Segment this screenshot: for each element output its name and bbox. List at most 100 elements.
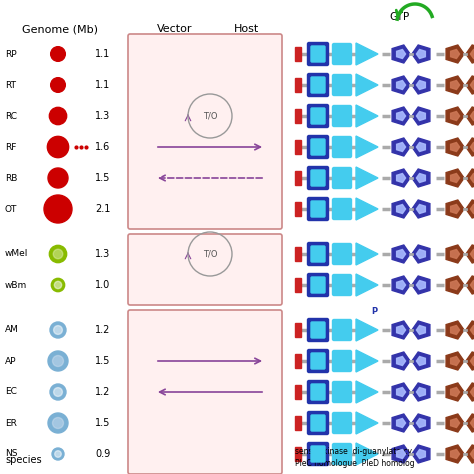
Polygon shape bbox=[446, 352, 464, 370]
FancyBboxPatch shape bbox=[308, 273, 328, 297]
Text: GTP: GTP bbox=[390, 12, 410, 22]
Bar bbox=[295, 247, 301, 261]
Polygon shape bbox=[451, 449, 460, 458]
Text: 1.1: 1.1 bbox=[95, 80, 110, 90]
FancyBboxPatch shape bbox=[332, 106, 352, 127]
FancyBboxPatch shape bbox=[311, 446, 325, 462]
Text: 1.2: 1.2 bbox=[95, 325, 111, 335]
Polygon shape bbox=[416, 356, 425, 365]
FancyBboxPatch shape bbox=[308, 198, 328, 220]
Circle shape bbox=[44, 195, 72, 223]
Polygon shape bbox=[416, 449, 425, 458]
FancyBboxPatch shape bbox=[311, 246, 325, 262]
Text: sensor kinase  di-guanylate cy: sensor kinase di-guanylate cy bbox=[295, 447, 412, 456]
Polygon shape bbox=[470, 449, 474, 458]
FancyBboxPatch shape bbox=[311, 322, 325, 338]
Polygon shape bbox=[397, 419, 406, 428]
FancyBboxPatch shape bbox=[311, 170, 325, 186]
Circle shape bbox=[49, 246, 67, 263]
Polygon shape bbox=[412, 169, 430, 187]
Polygon shape bbox=[446, 45, 464, 63]
Circle shape bbox=[51, 278, 64, 292]
Polygon shape bbox=[451, 143, 460, 152]
FancyBboxPatch shape bbox=[308, 349, 328, 373]
Polygon shape bbox=[416, 49, 425, 58]
Polygon shape bbox=[412, 245, 430, 263]
FancyBboxPatch shape bbox=[311, 384, 325, 400]
Polygon shape bbox=[466, 383, 474, 401]
Polygon shape bbox=[466, 45, 474, 63]
Polygon shape bbox=[446, 200, 464, 218]
Circle shape bbox=[50, 384, 66, 400]
Text: 0.9: 0.9 bbox=[95, 449, 110, 459]
Polygon shape bbox=[356, 350, 378, 372]
Polygon shape bbox=[412, 321, 430, 339]
Polygon shape bbox=[466, 169, 474, 187]
Polygon shape bbox=[397, 326, 406, 335]
Polygon shape bbox=[392, 76, 410, 94]
Polygon shape bbox=[356, 412, 378, 434]
Polygon shape bbox=[397, 143, 406, 152]
Polygon shape bbox=[466, 445, 474, 463]
Polygon shape bbox=[446, 414, 464, 432]
Polygon shape bbox=[470, 281, 474, 290]
Text: wMel: wMel bbox=[5, 249, 28, 258]
Text: RP: RP bbox=[5, 49, 17, 58]
Bar bbox=[295, 447, 301, 461]
Polygon shape bbox=[397, 49, 406, 58]
Circle shape bbox=[53, 356, 64, 366]
Polygon shape bbox=[446, 445, 464, 463]
Text: 2.1: 2.1 bbox=[95, 204, 111, 214]
Polygon shape bbox=[392, 321, 410, 339]
Polygon shape bbox=[412, 76, 430, 94]
Text: RF: RF bbox=[5, 143, 17, 152]
FancyBboxPatch shape bbox=[311, 277, 325, 293]
Circle shape bbox=[54, 326, 63, 334]
FancyBboxPatch shape bbox=[128, 234, 282, 305]
Polygon shape bbox=[466, 76, 474, 94]
Text: P: P bbox=[371, 307, 377, 316]
Circle shape bbox=[53, 249, 63, 259]
Polygon shape bbox=[392, 200, 410, 218]
Polygon shape bbox=[356, 243, 378, 265]
Polygon shape bbox=[466, 200, 474, 218]
FancyBboxPatch shape bbox=[332, 319, 352, 340]
Circle shape bbox=[55, 282, 62, 289]
Circle shape bbox=[51, 46, 65, 61]
Text: 1.5: 1.5 bbox=[95, 173, 111, 183]
Polygon shape bbox=[412, 200, 430, 218]
Polygon shape bbox=[416, 204, 425, 213]
Polygon shape bbox=[451, 249, 460, 258]
Bar bbox=[295, 416, 301, 430]
FancyBboxPatch shape bbox=[332, 44, 352, 64]
Text: ER: ER bbox=[5, 419, 17, 428]
Text: NS: NS bbox=[5, 449, 18, 458]
FancyBboxPatch shape bbox=[128, 34, 282, 229]
Polygon shape bbox=[416, 326, 425, 335]
Polygon shape bbox=[356, 381, 378, 403]
Polygon shape bbox=[356, 319, 378, 341]
FancyBboxPatch shape bbox=[311, 46, 325, 62]
FancyBboxPatch shape bbox=[311, 201, 325, 217]
Polygon shape bbox=[466, 107, 474, 125]
Circle shape bbox=[49, 107, 67, 125]
Bar bbox=[295, 278, 301, 292]
Polygon shape bbox=[412, 383, 430, 401]
Bar bbox=[295, 354, 301, 368]
FancyBboxPatch shape bbox=[332, 412, 352, 434]
Polygon shape bbox=[412, 107, 430, 125]
Text: RB: RB bbox=[5, 173, 18, 182]
Polygon shape bbox=[412, 276, 430, 294]
Polygon shape bbox=[446, 138, 464, 156]
Polygon shape bbox=[470, 49, 474, 58]
Text: 1.3: 1.3 bbox=[95, 111, 110, 121]
FancyBboxPatch shape bbox=[332, 274, 352, 295]
Circle shape bbox=[48, 351, 68, 371]
Polygon shape bbox=[356, 136, 378, 158]
FancyBboxPatch shape bbox=[332, 199, 352, 219]
Bar bbox=[295, 47, 301, 61]
Circle shape bbox=[51, 78, 65, 92]
Polygon shape bbox=[356, 167, 378, 189]
Polygon shape bbox=[451, 388, 460, 396]
Text: EC: EC bbox=[5, 388, 17, 396]
